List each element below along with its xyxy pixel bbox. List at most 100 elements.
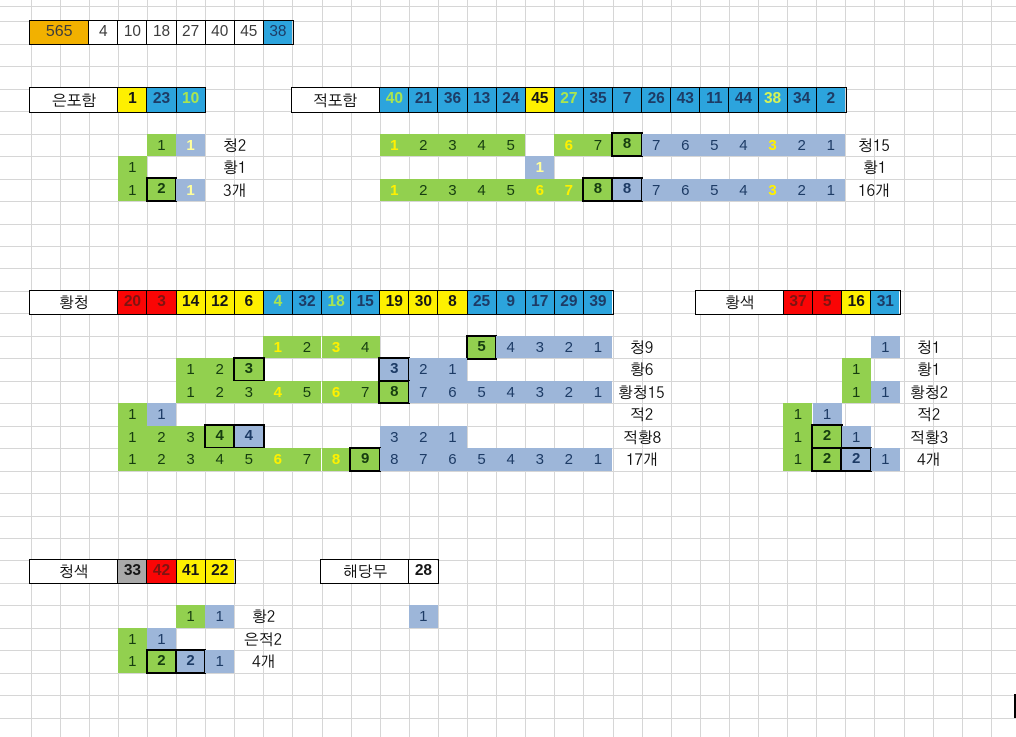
detail-cell[interactable]: 2 xyxy=(840,446,872,472)
detail-cell[interactable]: 1 xyxy=(870,448,900,471)
detail-cell[interactable]: 2 xyxy=(146,425,176,449)
detail-cell[interactable]: 2 xyxy=(811,424,843,450)
detail-cell[interactable]: 1 xyxy=(841,380,871,404)
detail-cell[interactable]: 1 xyxy=(379,133,409,157)
detail-cell[interactable]: 2 xyxy=(145,177,178,203)
number-cell[interactable]: 4 xyxy=(88,21,118,45)
number-cell[interactable]: 38 xyxy=(262,21,292,45)
detail-cell[interactable]: 1 xyxy=(841,358,871,381)
number-cell[interactable]: 27 xyxy=(175,21,205,45)
number-cell[interactable]: 29 xyxy=(553,290,583,314)
number-cell[interactable]: 7 xyxy=(612,88,642,112)
detail-cell[interactable]: 2 xyxy=(145,649,178,674)
detail-cell[interactable]: 1 xyxy=(816,133,846,157)
detail-cell[interactable]: 2 xyxy=(787,133,817,157)
detail-cell[interactable]: 1 xyxy=(783,448,813,471)
detail-cell[interactable]: 2 xyxy=(811,446,843,472)
detail-cell[interactable]: 4 xyxy=(728,133,758,157)
detail-cell[interactable]: 7 xyxy=(350,380,380,404)
detail-cell[interactable]: 1 xyxy=(176,380,206,404)
detail-cell[interactable]: 5 xyxy=(699,133,729,157)
number-cell[interactable]: 17 xyxy=(524,290,554,314)
number-cell[interactable]: 10 xyxy=(117,21,147,45)
row-label[interactable] xyxy=(900,403,958,425)
detail-cell[interactable]: 6 xyxy=(321,380,351,404)
row-label[interactable] xyxy=(205,134,263,156)
number-cell[interactable]: 34 xyxy=(786,88,816,112)
row-label[interactable] xyxy=(613,336,671,358)
detail-cell[interactable]: 1 xyxy=(117,448,147,471)
number-cell[interactable]: 6 xyxy=(233,290,263,314)
number-cell[interactable]: 10 xyxy=(175,88,205,112)
detail-cell[interactable]: 1 xyxy=(408,605,438,628)
number-cell[interactable]: 26 xyxy=(641,88,671,112)
detail-cell[interactable]: 6 xyxy=(670,178,700,202)
section-title-cell[interactable] xyxy=(30,290,118,314)
detail-cell[interactable]: 5 xyxy=(467,448,497,471)
number-cell[interactable]: 18 xyxy=(321,290,351,314)
section-title-cell[interactable] xyxy=(30,560,118,584)
number-cell[interactable]: 19 xyxy=(379,290,409,314)
detail-cell[interactable]: 4 xyxy=(496,448,526,471)
number-cell[interactable]: 13 xyxy=(466,88,496,112)
detail-cell[interactable]: 4 xyxy=(467,133,497,157)
detail-cell[interactable]: 2 xyxy=(554,335,584,359)
detail-cell[interactable]: 9 xyxy=(349,446,381,472)
detail-cell[interactable]: 2 xyxy=(408,178,438,202)
detail-cell[interactable]: 7 xyxy=(554,178,584,202)
detail-cell[interactable]: 1 xyxy=(870,380,900,404)
number-cell[interactable]: 15 xyxy=(350,290,380,314)
row-label[interactable] xyxy=(613,448,671,470)
detail-cell[interactable]: 2 xyxy=(787,178,817,202)
number-cell[interactable]: 36 xyxy=(437,88,467,112)
detail-cell[interactable]: 1 xyxy=(583,380,613,404)
detail-cell[interactable]: 1 xyxy=(583,448,613,471)
detail-cell[interactable]: 7 xyxy=(408,380,438,404)
detail-cell[interactable]: 3 xyxy=(321,335,351,359)
row-label[interactable] xyxy=(234,605,292,627)
detail-cell[interactable]: 4 xyxy=(496,335,526,359)
number-cell[interactable]: 43 xyxy=(670,88,700,112)
detail-cell[interactable]: 6 xyxy=(525,178,555,202)
detail-cell[interactable]: 3 xyxy=(525,448,555,471)
detail-cell[interactable]: 3 xyxy=(176,425,206,449)
detail-cell[interactable]: 1 xyxy=(870,335,900,359)
row-label[interactable] xyxy=(900,358,958,380)
number-cell[interactable]: 3 xyxy=(146,290,176,314)
row-label[interactable] xyxy=(613,381,671,403)
detail-cell[interactable]: 4 xyxy=(467,178,497,202)
detail-cell[interactable]: 1 xyxy=(117,178,147,202)
detail-cell[interactable]: 3 xyxy=(437,178,467,202)
detail-cell[interactable]: 1 xyxy=(205,650,235,673)
row-label[interactable] xyxy=(234,628,292,650)
detail-cell[interactable]: 5 xyxy=(496,178,526,202)
detail-cell[interactable]: 6 xyxy=(437,448,467,471)
detail-cell[interactable]: 7 xyxy=(408,448,438,471)
detail-cell[interactable]: 1 xyxy=(117,403,147,426)
detail-cell[interactable]: 1 xyxy=(146,403,176,426)
detail-cell[interactable]: 3 xyxy=(234,380,264,404)
detail-cell[interactable]: 3 xyxy=(176,448,206,471)
detail-cell[interactable]: 2 xyxy=(292,335,322,359)
detail-cell[interactable]: 2 xyxy=(205,380,235,404)
number-cell[interactable]: 23 xyxy=(146,88,176,112)
detail-cell[interactable]: 1 xyxy=(117,627,147,651)
detail-cell[interactable]: 1 xyxy=(176,605,206,628)
detail-cell[interactable]: 8 xyxy=(611,132,643,158)
detail-cell[interactable]: 1 xyxy=(583,335,613,359)
number-cell[interactable]: 1 xyxy=(117,88,147,112)
detail-cell[interactable]: 8 xyxy=(379,448,409,471)
detail-cell[interactable]: 1 xyxy=(525,156,555,179)
detail-cell[interactable]: 3 xyxy=(379,425,409,449)
detail-cell[interactable]: 1 xyxy=(176,178,206,202)
detail-cell[interactable]: 8 xyxy=(378,379,411,405)
detail-cell[interactable]: 4 xyxy=(728,178,758,202)
row-label[interactable] xyxy=(900,336,958,358)
detail-cell[interactable]: 3 xyxy=(758,133,788,157)
row-label[interactable] xyxy=(900,381,958,403)
number-cell[interactable]: 44 xyxy=(728,88,758,112)
number-cell[interactable]: 18 xyxy=(146,21,176,45)
detail-cell[interactable]: 2 xyxy=(146,448,176,471)
detail-cell[interactable]: 8 xyxy=(321,448,351,471)
detail-cell[interactable]: 1 xyxy=(783,425,813,449)
